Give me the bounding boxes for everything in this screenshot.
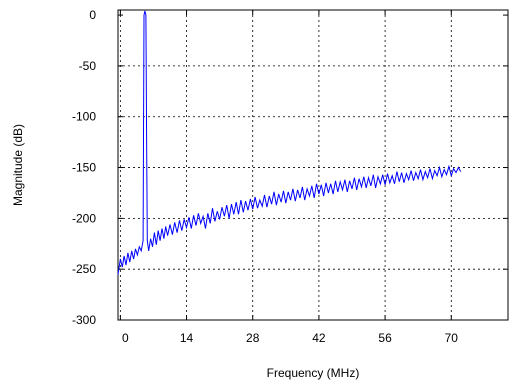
x-tick-label: 56	[378, 331, 392, 345]
x-tick-label: 70	[445, 331, 459, 345]
series-line	[117, 10, 462, 275]
y-tick-label: -300	[72, 313, 96, 327]
x-tick-label: 28	[246, 331, 260, 345]
y-tick-label: -150	[72, 161, 96, 175]
plot-frame	[117, 9, 509, 321]
y-tick-label: -250	[72, 262, 96, 276]
x-axis-ticks: 0 14 28 42 56 70	[119, 10, 459, 345]
x-axis-label: Frequency (MHz)	[267, 366, 360, 380]
series-layer	[117, 10, 462, 275]
x-tick-label: 14	[180, 331, 194, 345]
y-tick-label: -50	[79, 59, 97, 73]
x-tick-label: 42	[312, 331, 326, 345]
y-tick-label: -200	[72, 211, 96, 225]
x-tick-label: 0	[122, 331, 129, 345]
grid-lines	[118, 10, 508, 320]
y-axis-label: Magnitude (dB)	[11, 124, 25, 206]
y-tick-label: -100	[72, 110, 96, 124]
y-axis-ticks: 0 -50 -100 -150 -200 -250 -300	[72, 8, 508, 327]
y-tick-label: 0	[89, 8, 96, 22]
